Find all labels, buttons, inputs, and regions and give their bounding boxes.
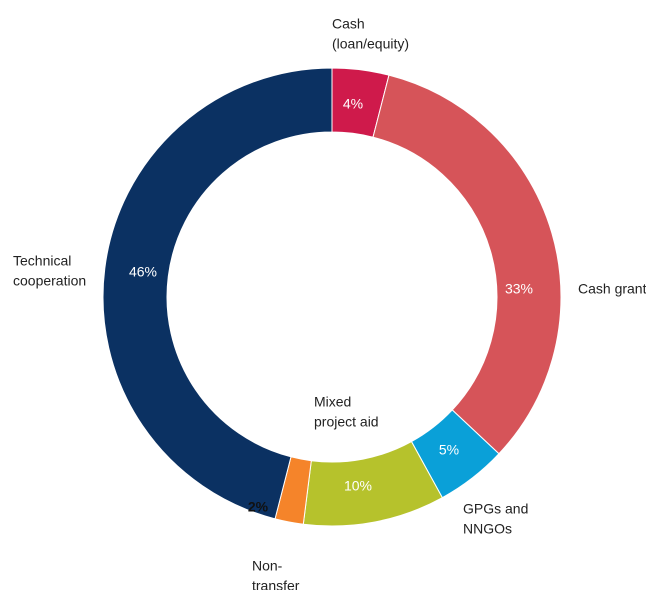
category-label: cooperation xyxy=(13,273,86,289)
category-label: (loan/equity) xyxy=(332,36,409,52)
category-label: Technical xyxy=(13,253,71,269)
category-label: project aid xyxy=(314,414,379,430)
category-label: GPGs and xyxy=(463,501,528,517)
donut-segment xyxy=(372,74,562,455)
value-label: 4% xyxy=(343,96,363,112)
value-label: 33% xyxy=(505,281,533,297)
category-label: Mixed xyxy=(314,394,351,410)
category-label: Cash grant xyxy=(578,281,646,297)
value-label: 2% xyxy=(248,499,269,515)
category-label: NNGOs xyxy=(463,521,512,537)
category-label: Non- xyxy=(252,558,283,574)
category-label: Cash xyxy=(332,16,365,32)
donut-segment xyxy=(102,67,333,520)
value-label: 46% xyxy=(129,264,157,280)
value-label: 10% xyxy=(344,478,372,494)
value-label: 5% xyxy=(439,442,459,458)
category-label: transfer xyxy=(252,578,300,590)
